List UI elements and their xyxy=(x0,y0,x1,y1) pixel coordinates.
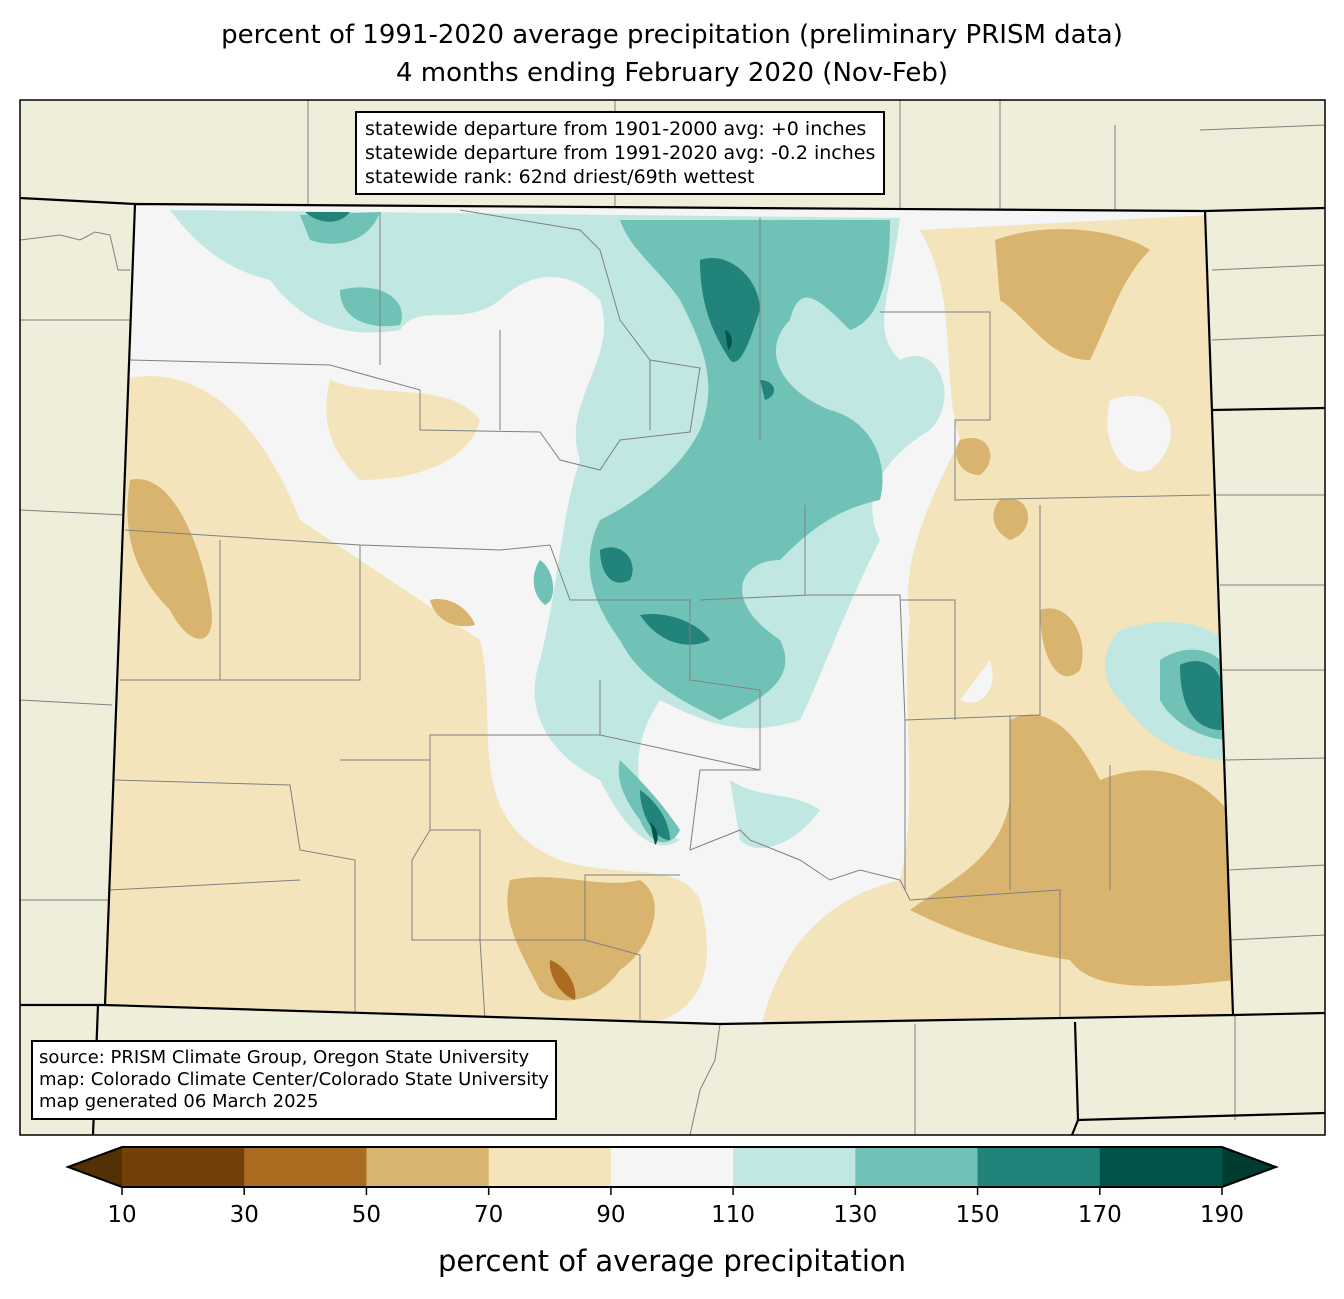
colorbar-tick-label: 190 xyxy=(1200,1202,1244,1228)
colorbar-segment xyxy=(1099,1147,1223,1187)
county-lines xyxy=(109,209,1211,1021)
colorbar-segment xyxy=(244,1147,367,1187)
colorbar-segment xyxy=(855,1147,979,1187)
colorbar-tick-label: 10 xyxy=(107,1202,137,1228)
statewide-stats-box: statewide departure from 1901-2000 avg: … xyxy=(355,111,886,195)
colorbar-tick-label: 90 xyxy=(596,1202,626,1228)
colorbar-tick-label: 30 xyxy=(229,1202,259,1228)
map-title-line2: 4 months ending February 2020 (Nov-Feb) xyxy=(395,58,949,88)
map-title-line1: percent of 1991-2020 average precipitati… xyxy=(221,20,1123,50)
colorbar xyxy=(65,1146,1279,1195)
colorado-precip-field xyxy=(105,204,1233,1024)
colorbar-tick-label: 110 xyxy=(711,1202,756,1228)
colorbar-segment xyxy=(122,1147,245,1187)
colorbar-segment xyxy=(733,1147,856,1187)
map-frame xyxy=(19,99,1326,1136)
colorbar-segment xyxy=(488,1147,612,1187)
colorbar-tick-label: 170 xyxy=(1077,1202,1122,1228)
colorbar-segment xyxy=(977,1147,1101,1187)
generated-date-line: map generated 06 March 2025 xyxy=(39,1091,319,1112)
stats-departure-1991-2020: statewide departure from 1991-2020 avg: … xyxy=(365,142,876,164)
colorbar-segment xyxy=(610,1147,734,1187)
colorbar-tick-label: 50 xyxy=(351,1202,382,1228)
state-borders xyxy=(19,196,1326,1136)
colorbar-extend-low xyxy=(68,1147,122,1187)
colorbar-tick-label: 130 xyxy=(833,1202,878,1228)
source-box: source: PRISM Climate Group, Oregon Stat… xyxy=(31,1040,557,1120)
colorbar-tick-label: 150 xyxy=(955,1202,1000,1228)
map-credit-line: map: Colorado Climate Center/Colorado St… xyxy=(39,1069,549,1090)
colorbar-extend-high xyxy=(1222,1147,1276,1187)
source-line: source: PRISM Climate Group, Oregon Stat… xyxy=(39,1047,530,1068)
stats-departure-1901-2000: statewide departure from 1901-2000 avg: … xyxy=(365,118,867,140)
colorado-border xyxy=(103,202,1235,1026)
colorbar-label: percent of average precipitation xyxy=(437,1244,907,1278)
colorbar-segment xyxy=(366,1147,490,1187)
stats-rank: statewide rank: 62nd driest/69th wettest xyxy=(365,166,755,188)
neighbor-county-lines xyxy=(19,100,1326,1136)
colorbar-tick-label: 70 xyxy=(474,1202,504,1228)
